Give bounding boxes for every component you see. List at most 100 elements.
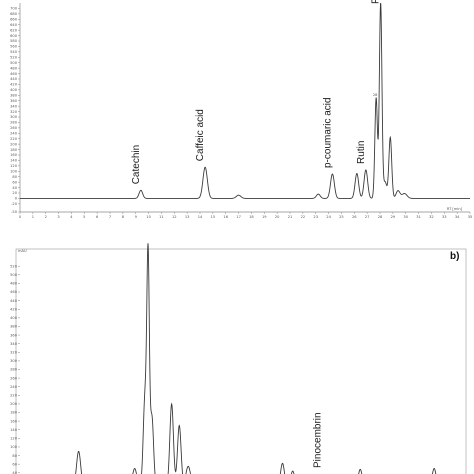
peak-label-p-coumaric-acid: p-coumaric acid: [322, 97, 333, 168]
chromatogram-a-x-tick-label: 19: [262, 215, 267, 219]
chromatogram-a-x-tick-label: 3: [57, 215, 59, 219]
peak-label-rutin: Rutin: [356, 141, 367, 164]
chromatogram-a-svg: -50-200204060801001201401601802002202402…: [10, 0, 472, 219]
peak-label-ferulic-a: Ferulic a: [371, 0, 382, 4]
chromatogram-b-line: [75, 243, 437, 474]
chromatogram-a-y-tick-label: 600: [10, 34, 18, 38]
chromatogram-a-line: [20, 2, 470, 199]
chromatogram-a-x-tick-label: 17: [236, 215, 241, 219]
chromatogram-a-x-tick-label: 26: [352, 215, 357, 219]
chromatogram-a-y-tick-label: 120: [10, 164, 18, 168]
chromatogram-a-x-tick-label: 18: [249, 215, 254, 219]
chromatogram-b-y-tick-label: 60: [12, 462, 17, 466]
chromatogram-a-x-tick-label: 6: [96, 215, 99, 219]
chromatogram-a-x-tick-label: 23: [313, 215, 318, 219]
small-peak-tag: 28: [373, 93, 378, 97]
chromatogram-panel-b: 40 60 80 100 120 140 160 180 200 220 240 260 280 300 3…: [0, 240, 474, 474]
chromatogram-a-x-tick-label: 27: [365, 215, 370, 219]
chromatogram-b-y-tick-label: 180: [10, 411, 18, 415]
chromatogram-a-x-tick-label: 22: [301, 215, 306, 219]
chromatogram-a-x-tick-label: 21: [288, 215, 293, 219]
chromatogram-a-x-tick-label: 34: [455, 215, 460, 219]
chromatogram-a-x-tick-label: 8: [122, 215, 125, 219]
chromatogram-a-x-tick-label: 16: [223, 215, 228, 219]
chromatogram-a-y-tick-label: 560: [10, 45, 18, 49]
chromatogram-a-y-tick-label: 520: [10, 55, 18, 59]
chromatogram-b-y-tick-label: 420: [10, 307, 18, 311]
chromatogram-b-svg: 40 60 80 100 120 140 160 180 200 220 240 260 280 300 3…: [10, 243, 467, 474]
chromatogram-b-unit-label: mAU: [18, 249, 27, 253]
chromatogram-a-y-tick-label: 280: [10, 121, 18, 125]
chromatogram-a-y-tick-label: 640: [10, 23, 18, 27]
chromatogram-a-x-tick-label: 7: [109, 215, 111, 219]
chromatogram-a-y-tick-label: 380: [10, 93, 18, 97]
chromatogram-b-y-tick-label: 160: [10, 419, 18, 423]
chromatogram-a-x-tick-label: 11: [159, 215, 164, 219]
chromatogram-a-y-tick-label: 260: [10, 126, 18, 130]
chromatogram-a-x-tick-label: 15: [211, 215, 216, 219]
chromatogram-a-y-tick-label: 140: [10, 159, 18, 163]
chromatogram-a-y-tick-label: 420: [10, 83, 18, 87]
chromatogram-b-peak-labels: Pinocembrin: [313, 412, 324, 468]
chromatogram-a-y-tick-label: 480: [10, 66, 18, 70]
chromatogram-a-axes: -50-200204060801001201401601802002202402…: [10, 3, 472, 219]
chromatogram-a-y-tick-label: 700: [10, 7, 18, 11]
chromatogram-a-x-tick-label: 5: [83, 215, 85, 219]
chromatogram-b-y-tick-label: 140: [10, 428, 18, 432]
chromatogram-b-y-tick-label: 360: [10, 333, 18, 337]
chromatogram-a-y-tick-label: 620: [10, 28, 18, 32]
chromatogram-a-y-tick-label: 580: [10, 39, 18, 43]
chromatogram-a-y-tick-label: 60: [12, 180, 17, 184]
chromatogram-a-y-tick-label: 360: [10, 99, 18, 103]
chromatogram-b-panel-tag: b): [450, 251, 459, 262]
chromatogram-b-y-tick-label: 440: [10, 299, 18, 303]
chromatogram-b-y-tick-label: 240: [10, 385, 18, 389]
chromatogram-a-y-tick-label: 40: [12, 186, 17, 190]
chromatogram-a-y-tick-label: 240: [10, 131, 18, 135]
chromatogram-a-y-tick-label: 400: [10, 88, 18, 92]
chromatogram-a-y-tick-label: 460: [10, 72, 18, 76]
chromatogram-a-x-tick-label: 14: [198, 215, 203, 219]
chromatogram-a-y-tick-label: 320: [10, 110, 18, 114]
chromatogram-b-y-tick-label: 280: [10, 368, 18, 372]
chromatogram-a-x-tick-label: 1: [32, 215, 34, 219]
chromatogram-a-x-tick-label: 30: [403, 215, 408, 219]
chromatogram-a-x-tick-label: 35: [468, 215, 473, 219]
chromatogram-a-x-tick-label: 32: [429, 215, 434, 219]
chromatogram-b-axes: 40 60 80 100 120 140 160 180 200 220 240 260 280 300 3…: [10, 264, 20, 474]
chromatogram-a-y-tick-label: 440: [10, 77, 18, 81]
chromatogram-a-y-tick-label: -50: [11, 210, 18, 214]
chromatogram-a-y-tick-label: 660: [10, 17, 18, 21]
chromatogram-a-x-tick-label: 0: [19, 215, 22, 219]
chromatogram-b-y-tick-label: 300: [10, 359, 18, 363]
chromatogram-b-frame: [15, 248, 467, 474]
chromatogram-a-x-tick-label: 10: [146, 215, 151, 219]
chromatogram-a-x-tick-label: 20: [275, 215, 280, 219]
chromatogram-b-y-tick-label: 200: [10, 402, 18, 406]
chromatogram-b-trace: [75, 243, 437, 474]
peak-label-catechin: Catechin: [131, 145, 142, 184]
chromatogram-a-x-tick-label: 33: [442, 215, 447, 219]
chromatogram-a-x-tick-label: 25: [339, 215, 344, 219]
chromatogram-b-y-tick-label: 340: [10, 342, 18, 346]
chromatogram-a-x-tick-label: 2: [45, 215, 47, 219]
chromatogram-b-y-tick-label: 320: [10, 350, 18, 354]
chromatogram-a-x-tick-label: 28: [378, 215, 383, 219]
chromatogram-a-x-tick-label: 13: [185, 215, 190, 219]
chromatogram-a-y-tick-label: 220: [10, 137, 18, 141]
chromatogram-b-y-tick-label: 260: [10, 376, 18, 380]
chromatogram-a-y-tick-label: 80: [12, 175, 17, 179]
chromatogram-a-y-tick-label: 100: [10, 169, 18, 173]
chromatogram-b-y-tick-label: 380: [10, 325, 18, 329]
chromatogram-a-x-tick-label: 31: [416, 215, 421, 219]
chromatogram-b-y-tick-label: 80: [12, 454, 17, 458]
chromatogram-b-y-tick-label: 500: [10, 273, 18, 277]
chromatogram-a-y-tick-label: 160: [10, 153, 18, 157]
chromatogram-a-y-tick-label: 0: [15, 197, 18, 201]
chromatogram-a-y-tick-label: 200: [10, 142, 18, 146]
chromatogram-b-y-tick-label: 520: [10, 264, 18, 268]
chromatogram-b-y-tick-label: 220: [10, 394, 18, 398]
chromatogram-a-y-tick-label: 180: [10, 148, 18, 152]
chromatogram-a-x-unit-label: RT [min]: [447, 207, 463, 211]
chromatogram-panel-a: -50 -20 0 20 40 60 80 100 120 140 160 180 200 220 240 2…: [0, 0, 474, 222]
